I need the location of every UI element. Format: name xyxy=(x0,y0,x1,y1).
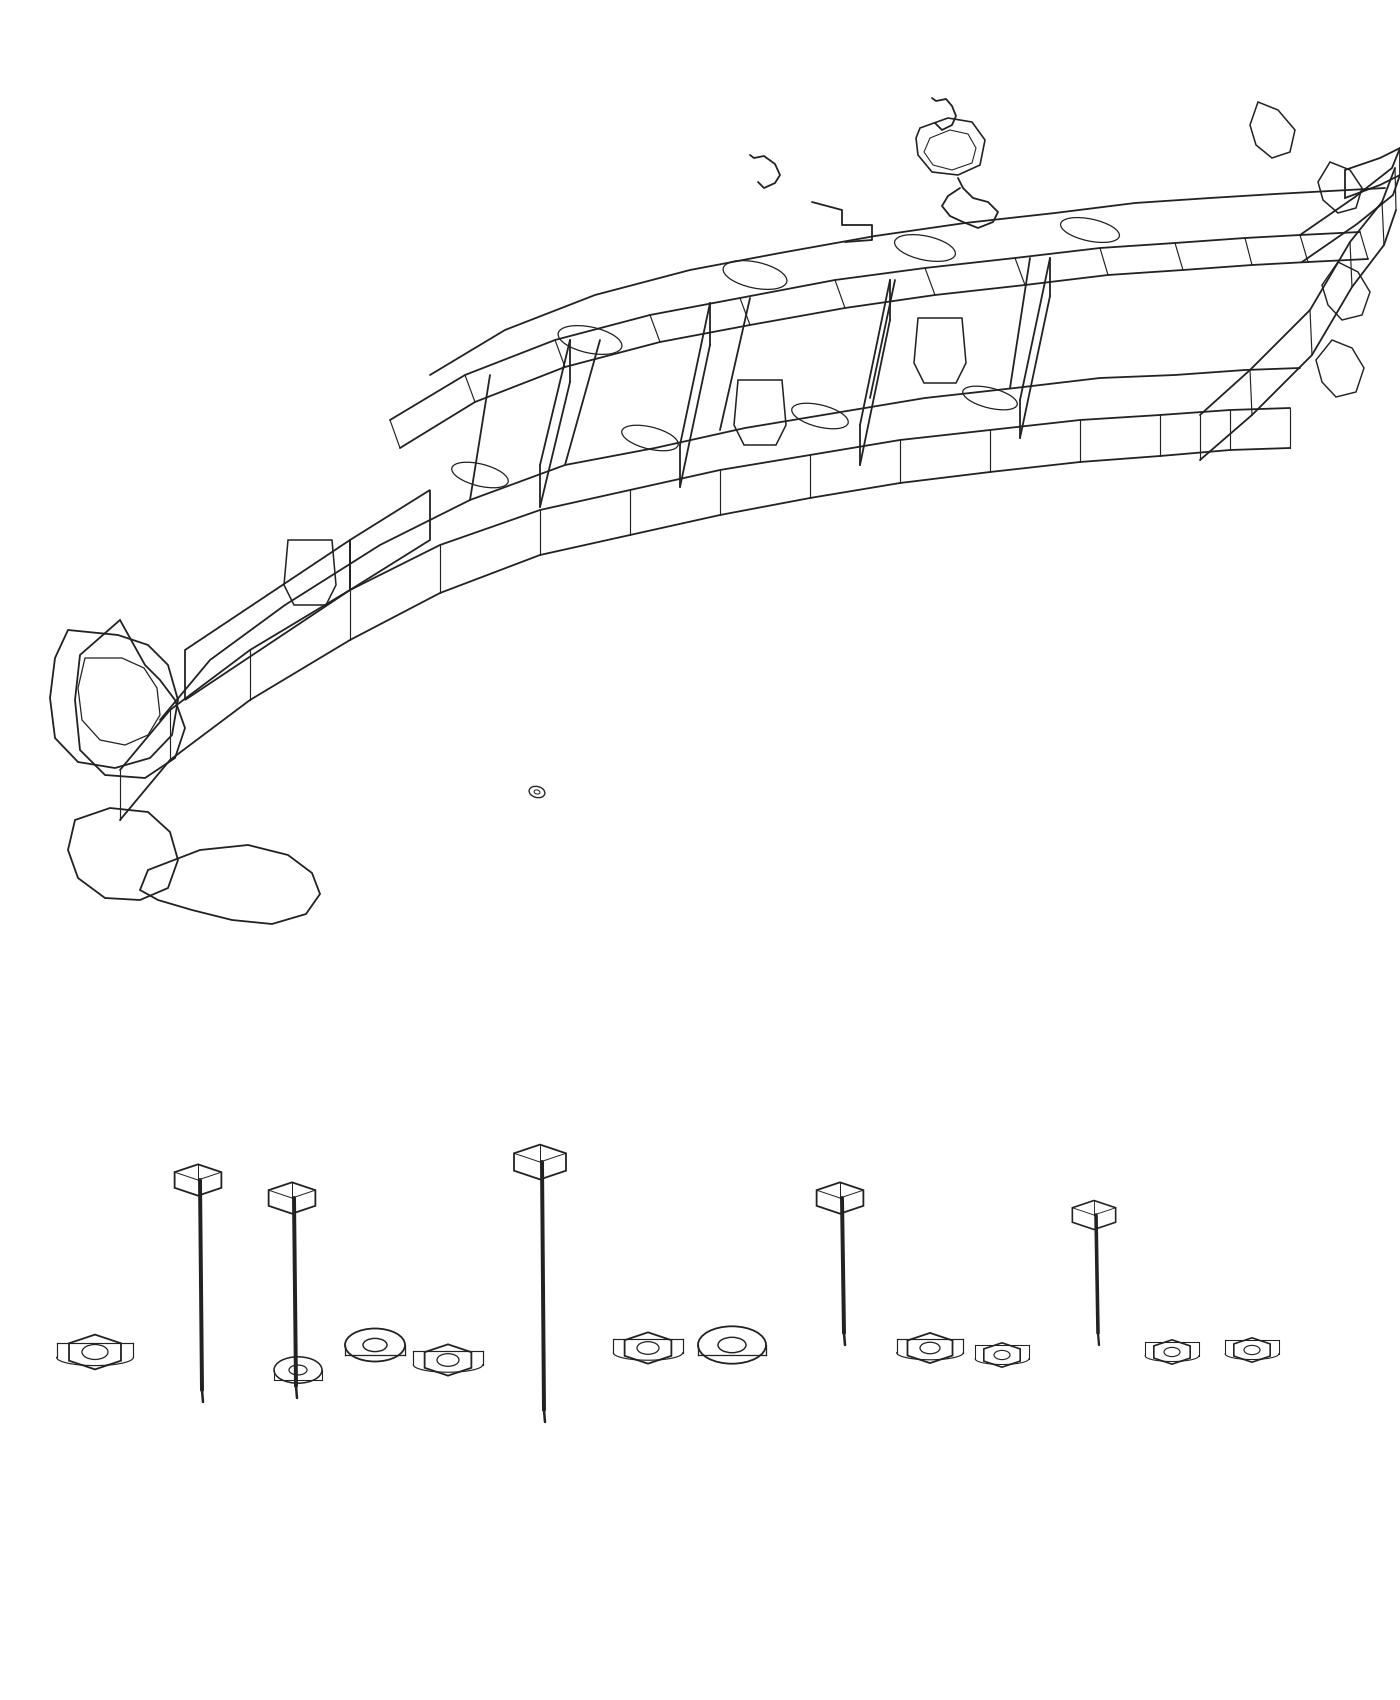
Ellipse shape xyxy=(722,260,787,289)
Ellipse shape xyxy=(963,386,1018,410)
Ellipse shape xyxy=(622,425,678,450)
Ellipse shape xyxy=(1061,218,1120,243)
Ellipse shape xyxy=(452,462,508,488)
Ellipse shape xyxy=(559,326,622,354)
Ellipse shape xyxy=(792,403,848,428)
Ellipse shape xyxy=(895,235,955,262)
